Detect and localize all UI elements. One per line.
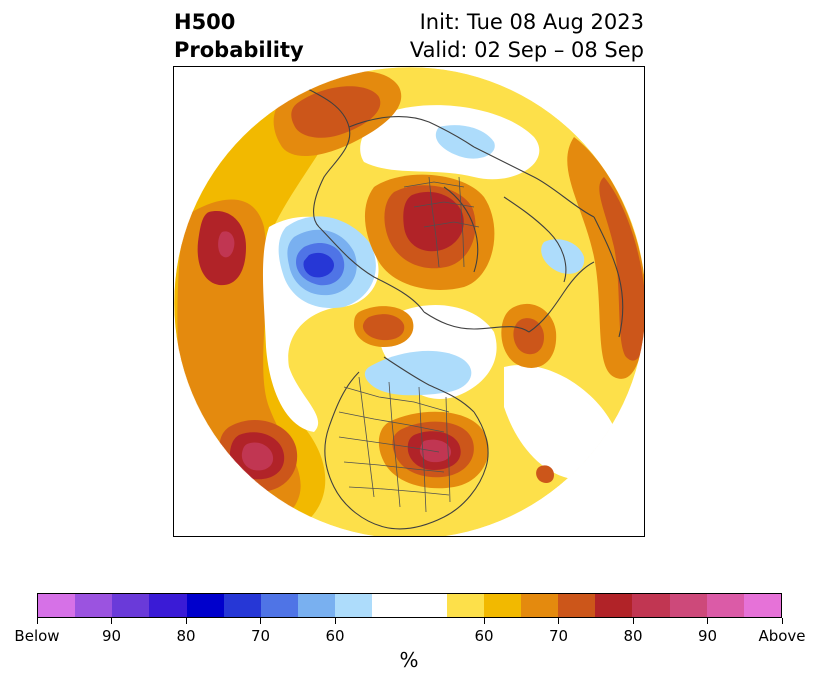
- chart-title-right: Init: Tue 08 Aug 2023 Valid: 02 Sep – 08…: [410, 8, 644, 64]
- colorbar-segment: [223, 594, 261, 617]
- above-region-alaska-75: [291, 86, 381, 138]
- init-date-label: Init: Tue 08 Aug 2023: [419, 10, 644, 34]
- colorbar-segment: [75, 594, 113, 617]
- colorbar-segment: [372, 594, 447, 617]
- title-type: Probability: [174, 38, 304, 62]
- colorbar-segment: [483, 594, 522, 617]
- colorbar-segment: [743, 594, 782, 617]
- probability-map: [173, 66, 645, 537]
- coastlines: [303, 86, 624, 530]
- colorbar-tick-label: 60: [474, 627, 494, 645]
- above-region-greenland-75: [362, 314, 405, 341]
- state-borders: [338, 176, 480, 513]
- colorbar-tick-label: Above: [758, 627, 806, 645]
- colorbar-tick-label: 60: [325, 627, 345, 645]
- below-region-asia-80: [303, 252, 334, 278]
- colorbar-tick-label: 80: [623, 627, 643, 645]
- colorbar-segment: [521, 594, 559, 617]
- below-region-scandinavia: [541, 239, 585, 274]
- probability-colorbar: [37, 593, 782, 618]
- colorbar-tick-mark: [334, 618, 336, 624]
- colorbar-tick-label: 80: [176, 627, 196, 645]
- colorbar-tick-label: 70: [548, 627, 569, 645]
- colorbar-segment: [112, 594, 150, 617]
- colorbar-tick-mark: [260, 618, 261, 624]
- colorbar-segment: [595, 594, 633, 617]
- colorbar-tick-mark: [483, 618, 485, 624]
- colorbar-segment: [149, 594, 187, 617]
- valid-period-label: Valid: 02 Sep – 08 Sep: [409, 38, 644, 62]
- colorbar-tick-mark: [36, 618, 38, 624]
- title-variable: H500: [174, 10, 236, 34]
- above-region-eastern-us-85: [419, 439, 452, 463]
- colorbar-tick-mark: [558, 618, 559, 624]
- colorbar-segment: [186, 594, 224, 617]
- colorbar-segment: [706, 594, 744, 617]
- above-region-east-rim-75: [599, 177, 644, 361]
- colorbar-tick-label: 70: [250, 627, 271, 645]
- above-region-atlantic-small: [536, 465, 554, 483]
- colorbar-unit-label: %: [399, 648, 419, 672]
- colorbar-tick-label: 90: [101, 627, 122, 645]
- colorbar-segment: [260, 594, 299, 617]
- chart-title-left: H500 Probability: [174, 8, 304, 64]
- colorbar-tick-mark: [111, 618, 112, 624]
- above-region-pacific-east-85: [218, 231, 235, 258]
- colorbar-segment: [558, 594, 596, 617]
- colorbar-tick-label: 90: [697, 627, 718, 645]
- above-region-pacific-west-85: [241, 442, 274, 471]
- colorbar-tick-label: Below: [14, 627, 60, 645]
- colorbar-tick-mark: [632, 618, 634, 624]
- above-region-north-atlantic-75: [513, 318, 544, 355]
- colorbar-segment: [298, 594, 336, 617]
- colorbar-segment: [632, 594, 670, 617]
- colorbar-tick-mark: [707, 618, 708, 624]
- colorbar-tick-mark: [781, 618, 783, 624]
- colorbar-segment: [335, 594, 373, 617]
- colorbar-segment: [446, 594, 484, 617]
- colorbar-tick-mark: [185, 618, 187, 624]
- colorbar-segment: [38, 594, 76, 617]
- map-canvas: [174, 67, 644, 536]
- above-region-europe-80: [403, 191, 464, 252]
- neutral-region-atlantic: [504, 365, 616, 480]
- colorbar-segment: [669, 594, 707, 617]
